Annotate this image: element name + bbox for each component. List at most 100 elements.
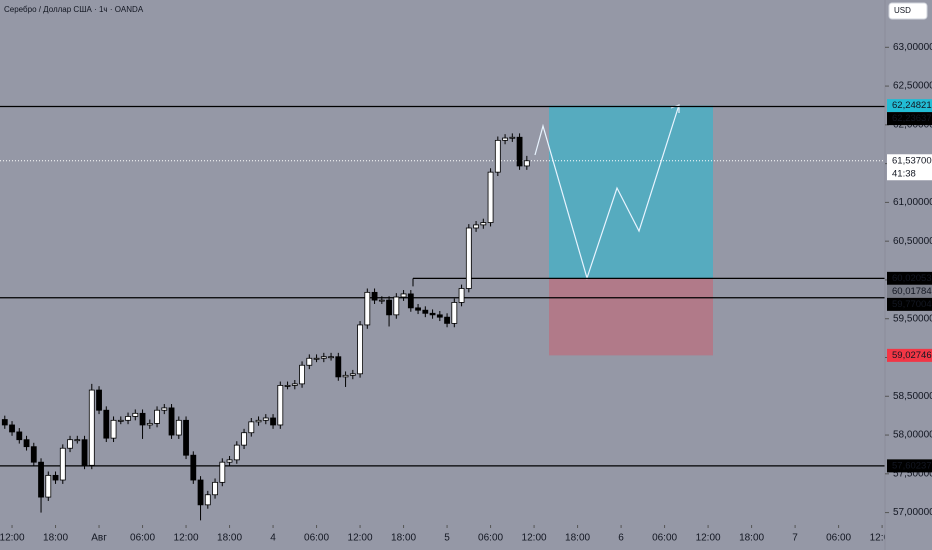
candle-body [400,293,407,298]
x-tick-label: 06:00 [130,533,155,544]
candle-body [226,459,233,463]
candle-body [161,407,168,411]
candle-body [386,299,392,316]
chart-title: Серебро / Доллар США · 1ч · OANDA [4,5,144,14]
candle-body [306,357,313,366]
candle-body [299,364,305,385]
candle-body [422,309,429,314]
projection-path [534,104,680,281]
price-label-box [887,297,932,311]
candle-body [219,461,226,483]
candle-body [204,494,211,506]
candle-body [96,389,102,411]
candle-body [494,139,501,173]
candle-body [103,409,110,439]
candle-body [335,356,342,378]
currency-label[interactable]: USD [894,6,911,15]
candle-body [451,302,458,324]
candle-body [415,307,421,311]
candle-body [270,417,276,426]
x-tick-label: 5 [444,533,450,544]
candle-body [168,407,175,436]
price-label-box [887,284,932,298]
y-tick-label: 58,50000 [893,391,932,402]
candle-body [233,444,240,461]
y-tick-label: 61,00000 [893,197,932,208]
candle-body [393,296,400,316]
candle-body [38,461,44,498]
candle-body [59,447,66,481]
candle-body [212,481,218,496]
candle-body [378,299,385,302]
y-tick-label: 57,00000 [893,507,932,518]
price-label: 60,01784 [892,286,932,297]
candle-body [277,385,284,426]
candle-body [371,291,378,301]
candle-body [444,316,450,324]
x-tick-label: 06:00 [478,533,503,544]
x-tick-label: 12:00 [696,533,721,544]
candle-body [284,385,291,387]
candle-body [473,224,479,229]
x-tick-label: 06:00 [304,533,329,544]
x-tick-label: 18:00 [565,533,590,544]
candle-body [197,479,204,506]
candle-body [313,357,320,360]
candle-body [23,439,30,448]
x-tick-label: 7 [792,533,798,544]
candle-body [241,432,247,446]
candle-body [16,431,23,441]
price-label-box [887,99,932,113]
x-tick-label: 12:00 [348,533,373,544]
candle-body [154,409,160,424]
candle-body [407,293,414,309]
x-tick-label: 06:00 [826,533,851,544]
price-label: 59,77004 [892,299,932,310]
y-tick-label: 63,00000 [893,42,932,53]
price-label: 57,60237 [892,460,932,471]
price-label: 61,53700 [892,155,932,166]
x-tick-label: 12:00 [174,533,199,544]
candle-body [429,312,436,316]
candle-body [30,446,37,463]
candle-body [175,419,182,436]
x-tick-label: 6 [618,533,624,544]
candle-body [357,324,363,375]
candle-body [1,419,8,426]
candle-body [349,373,356,376]
candle-body [502,137,508,141]
price-label-box [887,459,932,473]
x-tick-label: 18:00 [739,533,764,544]
candle-body [88,389,95,466]
candle-body [117,419,124,422]
y-tick-label: 57,50000 [893,468,932,479]
x-tick-label: 06:00 [652,533,677,544]
profit-zone [549,105,713,279]
candle-body [320,356,327,359]
price-label-box [887,154,932,181]
candle-body [255,419,262,423]
currency-button[interactable] [888,2,928,20]
x-tick-label: 12:00 [870,533,895,544]
candle-body [509,136,516,139]
candle-body [436,314,443,318]
candle-body [487,171,494,223]
candle-body [523,160,530,167]
candle-body [458,288,465,303]
candle-body [139,412,146,426]
candle-body [262,417,269,421]
candle-body [74,439,81,442]
loss-zone [549,278,713,356]
y-tick-label: 59,50000 [893,313,932,324]
candle-body [480,222,487,226]
candle-body [125,416,131,421]
candle-body [67,439,73,449]
candle-body [291,383,298,386]
candle-body [52,474,59,481]
candle-body [364,291,371,326]
candle-body [110,419,117,439]
x-tick-label: 12:00 [0,533,25,544]
price-label-box [887,112,932,126]
price-label: 62,24821 [892,100,932,111]
